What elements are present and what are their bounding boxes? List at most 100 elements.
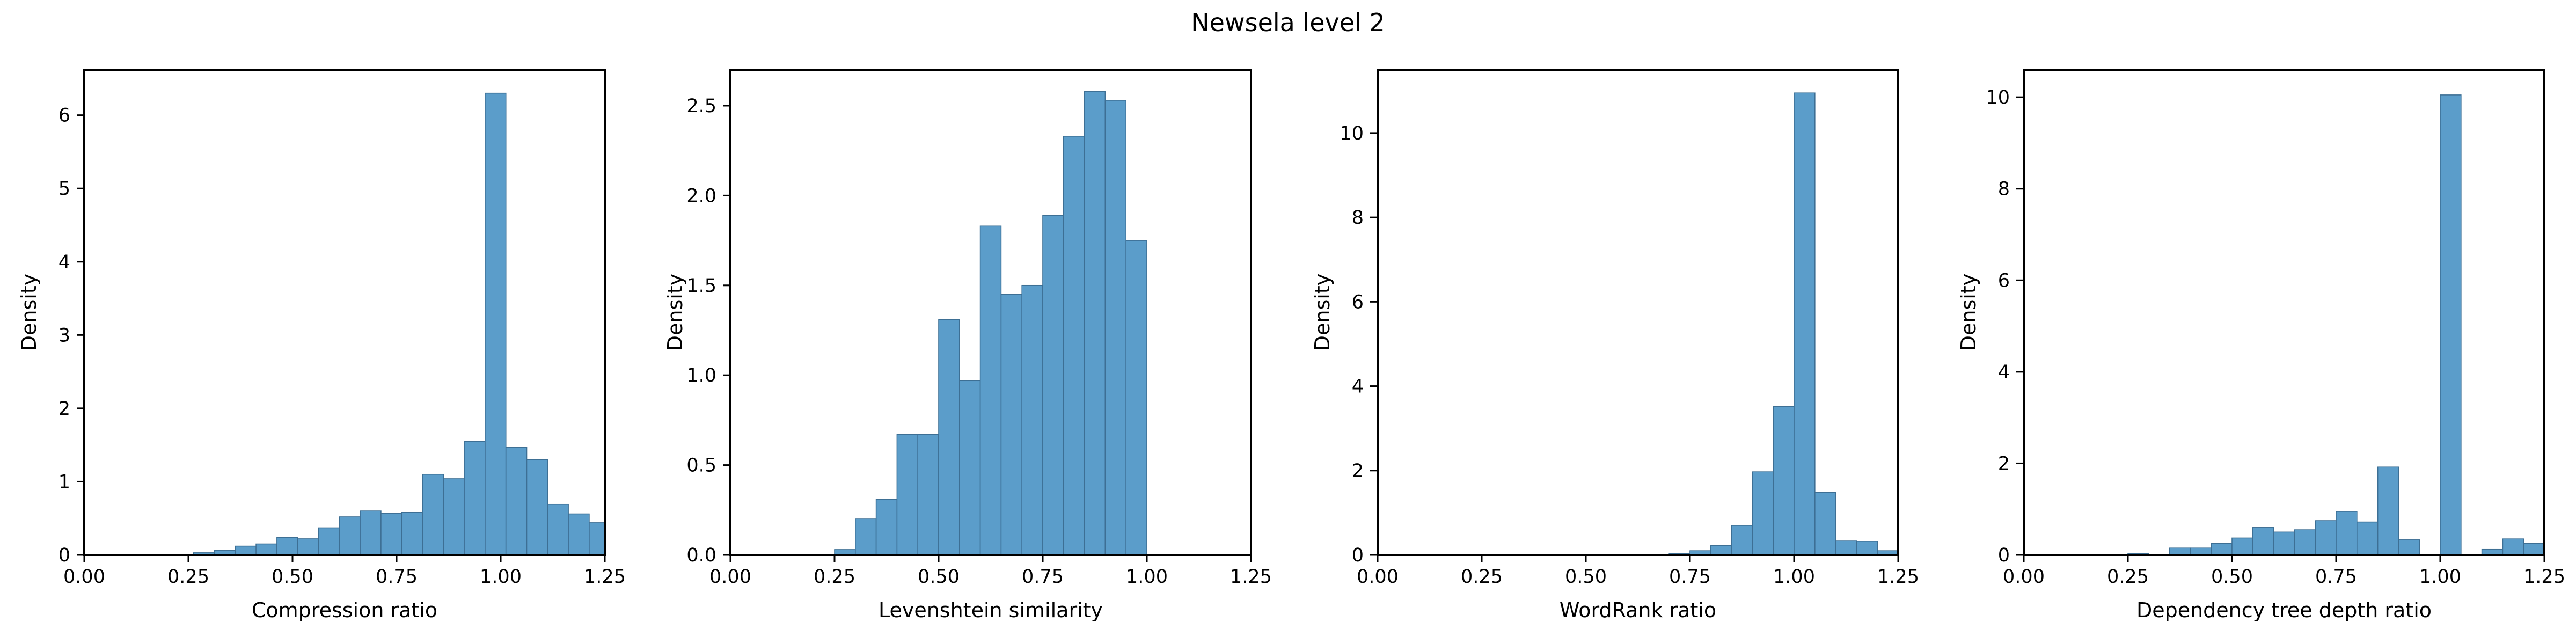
x-tick-label: 1.25 (584, 566, 626, 588)
histogram-bar (938, 319, 960, 555)
histogram-bar (526, 459, 548, 555)
histogram-bar (547, 503, 569, 555)
y-tick-label: 6 (58, 105, 70, 127)
histogram-bars (1668, 92, 1898, 555)
x-tick-label: 1.25 (1877, 566, 1919, 588)
x-axis-label: WordRank ratio (1560, 598, 1716, 622)
x-tick-label: 1.25 (2523, 566, 2565, 588)
y-tick-label: 8 (1998, 179, 2010, 200)
histogram-bars (2127, 94, 2544, 555)
x-tick-label: 0.50 (918, 566, 960, 588)
x-tick-label: 0.75 (376, 566, 418, 588)
histogram-bar (917, 434, 939, 555)
histogram-bar (485, 92, 507, 555)
histogram-panels: 0.00 0.25 0.50 0.75 1.00 1.250123456Compressi… (17, 69, 2565, 622)
histogram-bar (896, 434, 919, 555)
x-tick-label: 1.00 (1126, 566, 1168, 588)
x-tick-label: 0.00 (709, 566, 751, 588)
x-tick-label: 0.25 (2107, 566, 2149, 588)
y-tick-label: 10 (1340, 123, 1364, 144)
histogram-bar (2211, 543, 2233, 555)
histogram-bar (1835, 540, 1857, 555)
histogram-bar (1063, 136, 1085, 555)
y-tick-label: 0 (1998, 545, 2010, 566)
x-tick-label: 0.75 (2315, 566, 2357, 588)
histogram-bar (401, 511, 423, 555)
histogram-bar (2294, 529, 2316, 555)
histogram-bar (276, 537, 298, 555)
histogram-bar (2356, 521, 2379, 555)
y-tick-label: 2.5 (686, 96, 716, 117)
histogram-bar (2502, 538, 2524, 555)
axes-frame (2023, 69, 2545, 556)
histogram-bar (1000, 294, 1023, 555)
histogram-bar (2273, 531, 2295, 555)
histogram-bar (422, 473, 444, 555)
histogram-bar (875, 499, 898, 555)
y-tick-label: 2.0 (686, 185, 716, 207)
histogram-bar (2231, 537, 2253, 555)
y-axis-label: Density (663, 274, 687, 351)
histogram-bar (2440, 94, 2462, 555)
y-axis-label: Density (17, 274, 41, 351)
x-tick-label: 0.50 (2211, 566, 2253, 588)
y-tick-label: 4 (58, 252, 70, 273)
histogram-bar (1794, 92, 1816, 555)
y-tick-label: 4 (1998, 362, 2010, 383)
x-axis-label: Dependency tree depth ratio (2136, 598, 2432, 622)
histogram-bars (834, 91, 1147, 555)
histogram-panel-3: 0.00 0.25 0.50 0.75 1.00 1.25 0 2 4 6 8 10 WordRank … (1311, 69, 1919, 622)
y-tick-label: 1.0 (686, 365, 716, 386)
histogram-bar (1104, 100, 1126, 555)
histogram-bar (959, 380, 981, 555)
histogram-bar (318, 527, 340, 555)
histogram-bar (979, 225, 1002, 555)
y-tick-label: 2 (58, 398, 70, 420)
x-tick-label: 0.50 (272, 566, 313, 588)
axes-frame (729, 69, 1252, 556)
y-tick-label: 0 (58, 545, 70, 566)
x-tick-label: 0.25 (814, 566, 855, 588)
histogram-bar (2336, 511, 2358, 555)
y-tick-label: 0.0 (686, 545, 716, 566)
histogram-bar (1856, 541, 1878, 555)
histogram-bar (1773, 406, 1795, 555)
histogram-bar (2315, 520, 2337, 555)
x-tick-label: 0.50 (1565, 566, 1607, 588)
histogram-bar (297, 538, 319, 555)
histogram-bar (235, 545, 257, 555)
x-tick-label: 0.25 (167, 566, 209, 588)
histogram-bar (2398, 539, 2420, 555)
y-tick-label: 4 (1352, 376, 1364, 398)
y-tick-label: 6 (1352, 291, 1364, 313)
x-tick-label: 0.25 (1461, 566, 1503, 588)
figure-suptitle: Newsela level 2 (1191, 8, 1385, 37)
y-tick-label: 0.5 (686, 455, 716, 477)
histogram-bar (505, 447, 528, 555)
x-tick-label: 1.00 (1773, 566, 1815, 588)
y-axis-label: Density (1957, 274, 1980, 351)
histogram-panel-4: 0.00 0.25 0.50 0.75 1.00 1.25 0 2 4 6 8 10 Dependenc… (1957, 69, 2565, 622)
axes-frame (83, 69, 606, 556)
histogram-bar (1814, 492, 1836, 555)
histogram-bar (1021, 284, 1043, 555)
axes-frame (1377, 69, 1899, 556)
histogram-bar (255, 543, 277, 555)
histogram-bar (1710, 545, 1732, 555)
histogram-bar (360, 510, 382, 555)
histogram-panel-1: 0.00 0.25 0.50 0.75 1.00 1.25 0 1 2 3 4 5 6 Compressi… (17, 69, 626, 622)
histogram-bars (193, 92, 605, 555)
x-tick-label: 0.75 (1022, 566, 1064, 588)
y-tick-label: 3 (58, 325, 70, 346)
histogram-bar (2377, 466, 2399, 555)
y-axis-label: Density (1311, 274, 1334, 351)
histogram-bar (2523, 543, 2544, 555)
x-tick-label: 1.25 (1230, 566, 1272, 588)
x-axis-label: Levenshtein similarity (879, 598, 1103, 622)
histogram-bar (380, 513, 402, 555)
x-tick-label: 0.00 (2003, 566, 2045, 588)
y-tick-label: 10 (1986, 87, 2010, 108)
y-tick-label: 1 (58, 471, 70, 493)
x-tick-label: 1.00 (2419, 566, 2461, 588)
